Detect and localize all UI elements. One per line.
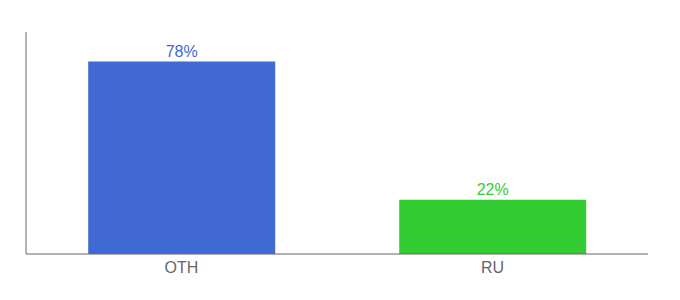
svg-text:78%: 78% <box>166 43 198 60</box>
svg-text:RU: RU <box>481 259 504 276</box>
svg-text:OTH: OTH <box>165 259 199 276</box>
svg-text:22%: 22% <box>477 181 509 198</box>
